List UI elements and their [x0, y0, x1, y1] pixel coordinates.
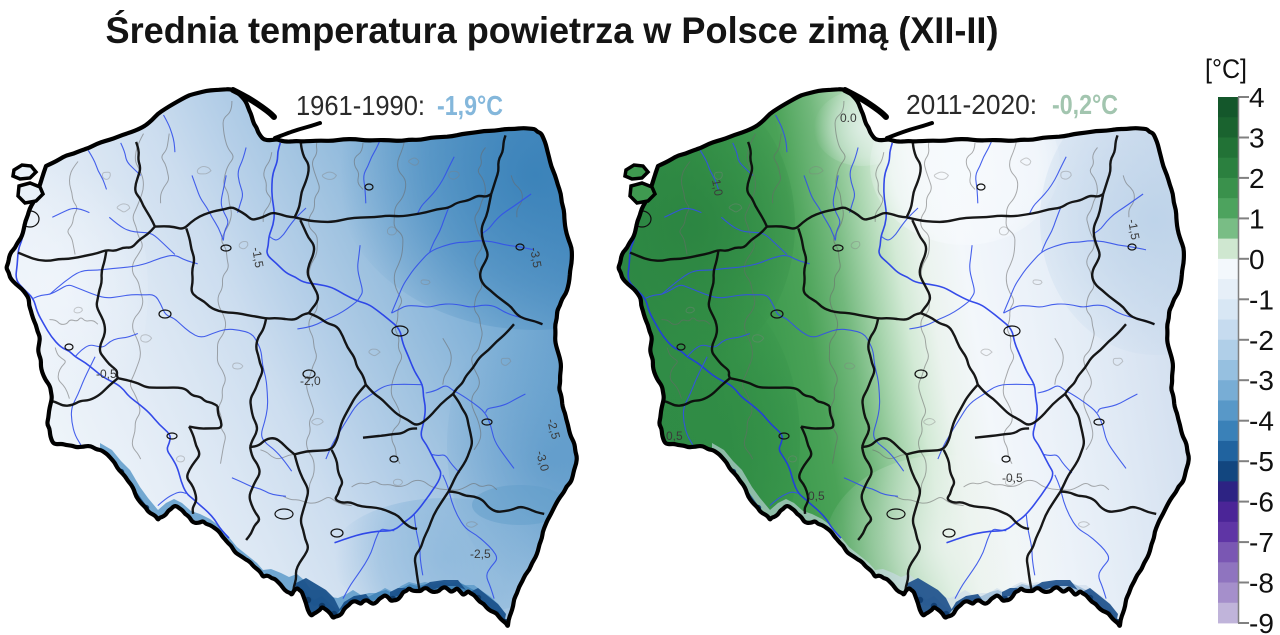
svg-text:-3,5: -3,5 — [527, 246, 544, 269]
svg-text:2011-2020:: 2011-2020: — [906, 89, 1037, 120]
svg-text:1: 1 — [1249, 203, 1265, 234]
svg-text:-6: -6 — [1249, 487, 1274, 518]
svg-text:-3,0: -3,0 — [533, 449, 552, 473]
svg-text:0.0: 0.0 — [840, 111, 857, 125]
svg-text:3: 3 — [1249, 123, 1265, 154]
svg-text:-0,2°C: -0,2°C — [1052, 89, 1118, 120]
svg-text:0,5: 0,5 — [808, 489, 825, 503]
svg-text:[°C]: [°C] — [1205, 54, 1247, 84]
svg-text:-1: -1 — [1249, 284, 1274, 315]
svg-text:-2: -2 — [1249, 325, 1274, 356]
svg-text:4: 4 — [1249, 82, 1265, 113]
svg-text:-9: -9 — [1249, 608, 1274, 635]
svg-text:-0,5: -0,5 — [96, 367, 117, 381]
svg-text:-1,9°C: -1,9°C — [437, 90, 503, 121]
svg-text:-2,5: -2,5 — [544, 417, 563, 441]
svg-text:-8: -8 — [1249, 568, 1274, 599]
svg-text:1961-1990:: 1961-1990: — [296, 90, 425, 121]
svg-text:-7: -7 — [1249, 527, 1274, 558]
svg-text:Średnia temperatura powietrza: Średnia temperatura powietrza w Polsce z… — [106, 9, 999, 51]
svg-text:-1,5: -1,5 — [1125, 218, 1142, 241]
svg-text:0: 0 — [1249, 244, 1265, 275]
svg-text:-4: -4 — [1249, 406, 1274, 437]
svg-text:-0,5: -0,5 — [1002, 471, 1023, 485]
svg-text:-2,5: -2,5 — [470, 547, 491, 561]
svg-text:1,0: 1,0 — [709, 178, 726, 197]
svg-text:2: 2 — [1249, 163, 1265, 194]
svg-text:-3: -3 — [1249, 365, 1274, 396]
svg-text:0,5: 0,5 — [666, 429, 683, 443]
svg-text:-1,5: -1,5 — [249, 246, 266, 269]
svg-text:-5: -5 — [1249, 446, 1274, 477]
svg-text:-2,0: -2,0 — [300, 374, 321, 388]
